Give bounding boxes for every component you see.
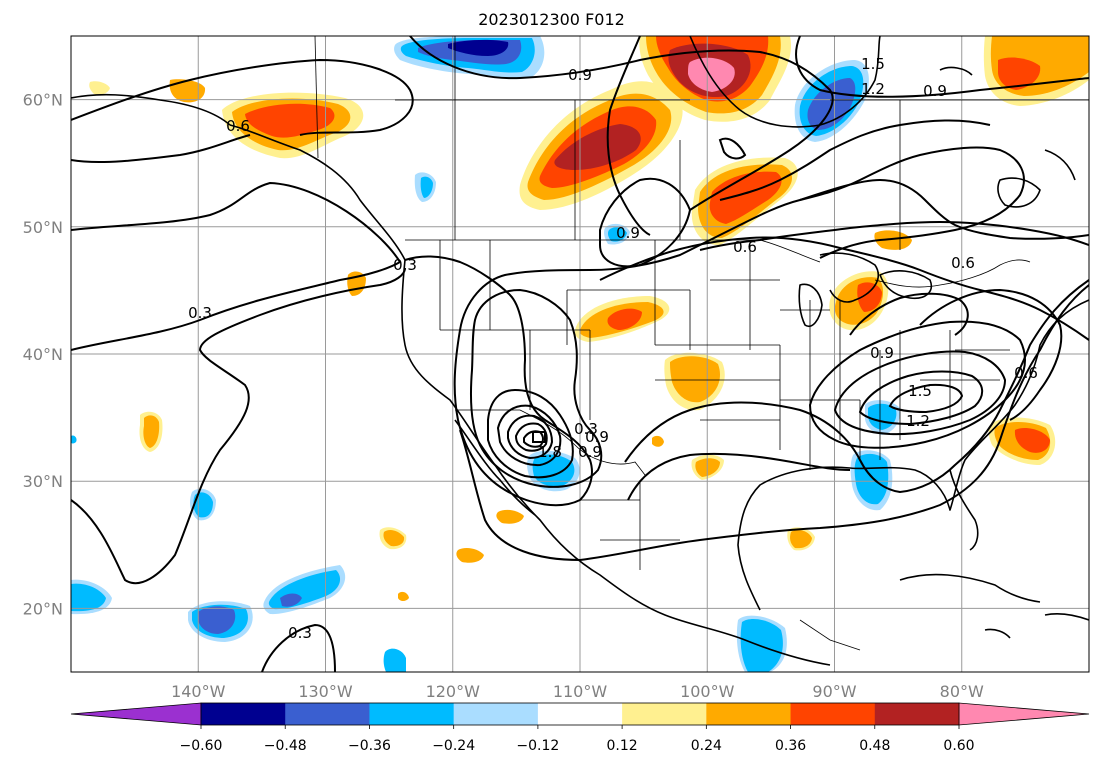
colorbar-swatch [622,703,707,725]
colorbar-label: 0.12 [607,738,638,754]
colorbar-swatch [453,703,539,725]
colorbar-label: 0.60 [943,738,974,754]
colorbar-under-extension [70,702,202,726]
lon-tick-label: 140°W [171,682,226,701]
contour-label: 1.5 [908,382,932,400]
contour-label-layer: 0.30.30.30.60.60.60.60.90.90.90.90.91.21… [188,55,1038,642]
lat-tick-label: 60°N [23,91,63,110]
contour-label: 0.3 [188,304,212,322]
contour-label: 1.2 [906,412,930,430]
contour-lines [71,36,1089,672]
colorbar-label: 0.36 [775,738,806,754]
longitude-tick-labels: 140°W 130°W 120°W 110°W 100°W 90°W 80°W [171,682,984,701]
contour-label: 0.6 [1014,364,1038,382]
lat-tick-label: 40°N [23,345,63,364]
colorbar-swatch [706,703,792,725]
colorbar-label: −0.24 [432,738,475,754]
map-title: 2023012300 F012 [478,10,625,29]
contour-label: 0.3 [288,624,312,642]
colorbar-label: 0.48 [859,738,890,754]
lon-tick-label: 130°W [298,682,353,701]
colorbar-label: −0.48 [264,738,307,754]
colorbar-swatch [790,703,876,725]
contour-label: 0.3 [393,256,417,274]
contour-label: 1.2 [861,80,885,98]
colorbar-over-extension [958,702,1090,726]
contour-label: 0.3 [574,420,598,438]
colorbar-swatch [201,703,286,725]
lon-tick-label: 90°W [812,682,856,701]
colorbar-swatch [537,703,623,725]
lon-tick-label: 80°W [940,682,984,701]
contour-label: 0.9 [568,66,592,84]
lat-tick-label: 30°N [23,472,63,491]
colorbar-swatch [285,703,370,725]
colorbar-outline [200,702,960,726]
lat-tick-label: 50°N [23,218,63,237]
lat-tick-label: 20°N [23,599,63,618]
lon-tick-label: 100°W [680,682,735,701]
contour-label: 0.9 [578,443,602,461]
contour-label: 0.9 [870,344,894,362]
contour-label: 0.6 [226,117,250,135]
contour-label: 0.6 [733,238,757,256]
lon-tick-label: 110°W [553,682,608,701]
contour-label: 1.8 [538,443,562,461]
shading-layer [71,36,1089,672]
colorbar-swatch [369,703,455,725]
map-frame [70,35,1090,673]
colorbar-label: −0.12 [516,738,559,754]
latitude-tick-labels: 20°N 30°N 40°N 50°N 60°N [23,91,63,619]
contour-label: 0.6 [951,254,975,272]
lon-tick-label: 120°W [426,682,481,701]
colorbar-swatch [874,703,960,725]
colorbar: −0.60 −0.48 −0.36 −0.24 −0.12 0.12 0.24 0.36 0.4… [70,702,1090,754]
contour-label: 1.5 [861,55,885,73]
colorbar-label: 0.24 [691,738,722,754]
contour-label: 0.9 [923,82,947,100]
colorbar-label: −0.36 [348,738,391,754]
contour-label: 0.9 [616,224,640,242]
colorbar-label: −0.60 [180,738,223,754]
contour-label: 0.9 [585,428,609,446]
